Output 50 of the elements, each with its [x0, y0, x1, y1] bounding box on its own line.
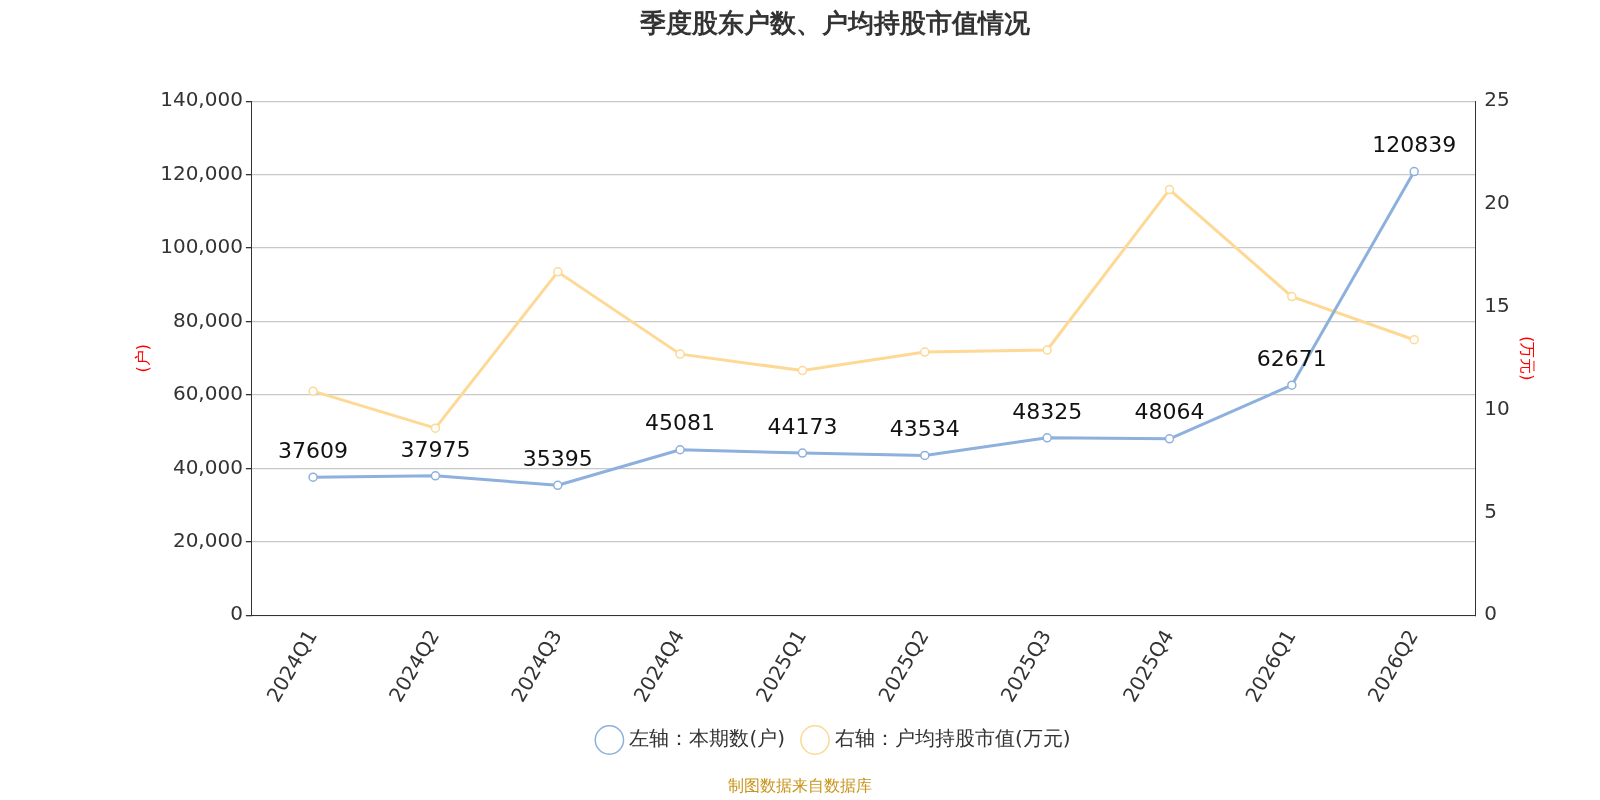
point [1409, 166, 1419, 177]
y2-axis-title: (万元) [1518, 335, 1538, 381]
point [1164, 184, 1175, 195]
data-label: 62671 [1256, 345, 1327, 371]
point [675, 444, 685, 455]
point [430, 423, 441, 433]
point [553, 267, 563, 277]
data-label: 120839 [1372, 132, 1457, 158]
point [797, 365, 808, 376]
y-tick-label: 100,000 [160, 234, 243, 259]
y-tick-label: 60,000 [172, 381, 243, 406]
data-label: 37975 [400, 436, 471, 462]
point [797, 448, 808, 458]
point [1409, 334, 1419, 345]
data-label: 43534 [889, 416, 960, 442]
point [1287, 291, 1297, 302]
y2-tick-label: 0 [1484, 601, 1498, 626]
data-label: 48064 [1134, 399, 1205, 425]
point [1042, 433, 1052, 443]
y-tick-label: 80,000 [172, 307, 243, 332]
chart-title: 季度股东户数、户均持股市值情况 [639, 8, 1031, 39]
point [675, 349, 685, 359]
point [1287, 380, 1297, 390]
data-label: 48325 [1012, 398, 1083, 424]
point [1042, 345, 1052, 355]
data-label: 44173 [767, 413, 838, 439]
y2-tick-label: 15 [1484, 293, 1510, 318]
y2-tick-label: 10 [1484, 395, 1510, 420]
point [553, 480, 563, 491]
point [308, 472, 318, 482]
y-tick-label: 20,000 [172, 528, 243, 553]
point [308, 386, 318, 396]
text: 制图数据来自数据库 [727, 776, 873, 797]
y-tick-label: 40,000 [172, 454, 243, 479]
data-label: 35395 [522, 446, 593, 472]
point [920, 450, 930, 461]
y2-tick-label: 20 [1484, 190, 1510, 215]
y2-tick-label: 25 [1484, 87, 1510, 112]
point [1164, 434, 1175, 444]
legend-label: 左轴：本期数(户) [629, 726, 785, 751]
y2-tick-label: 5 [1484, 498, 1498, 523]
y-tick-label: 140,000 [160, 87, 243, 112]
point [430, 471, 441, 481]
legend-label: 右轴：户均持股市值(万元) [835, 726, 1071, 751]
point [920, 347, 930, 357]
y-axis-title: (户) [132, 343, 152, 373]
data-label: 37609 [278, 437, 349, 463]
data-label: 45081 [645, 410, 716, 436]
y-tick-label: 120,000 [160, 160, 243, 185]
y-tick-label: 0 [230, 601, 243, 626]
